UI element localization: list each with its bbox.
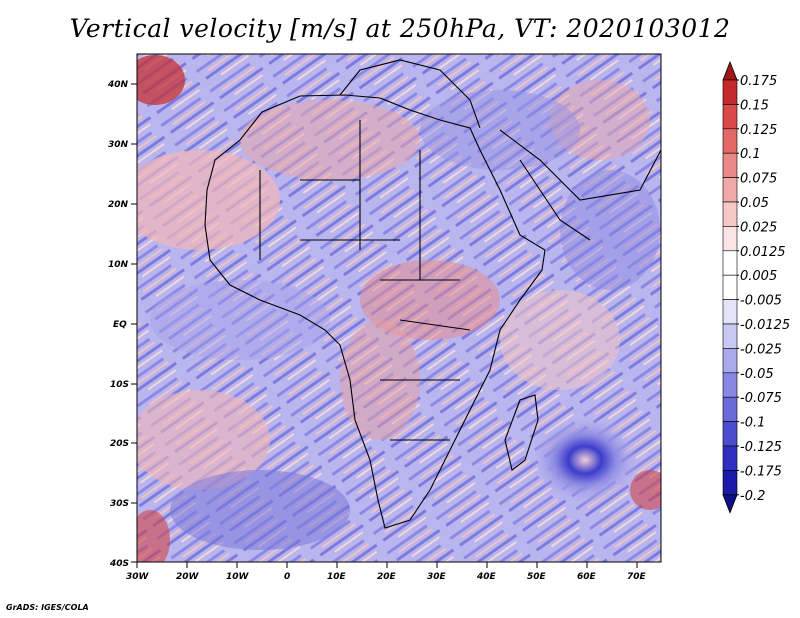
colorbar-label: 0.05 (740, 196, 769, 211)
lon-label: 20E (377, 572, 397, 582)
madagascar-coast (504, 394, 539, 471)
colorbar-label: 0.025 (740, 220, 777, 235)
lon-label: 10W (226, 572, 250, 582)
colorbar-swatch (722, 470, 738, 496)
colorbar-label: 0.125 (740, 123, 777, 138)
country-borders (259, 120, 471, 441)
colorbar-swatch (722, 396, 738, 422)
lat-label: 40S (109, 559, 129, 569)
colorbar-swatch (722, 299, 738, 325)
colorbar-swatch (722, 201, 738, 227)
field-patch (170, 470, 350, 550)
colorbar-label: -0.2 (740, 489, 765, 504)
field-patch (500, 290, 620, 390)
colorbar-swatch (722, 250, 738, 276)
lon-label: 20W (176, 572, 200, 582)
colorbar-arrow-top (722, 60, 738, 81)
colorbar: 0.175 0.15 0.125 0.1 0.075 0.05 0.025 0.0125 0.0… (722, 60, 790, 514)
africa-coast (204, 94, 546, 529)
lat-label: 30S (110, 499, 129, 509)
lat-label: EQ (113, 320, 127, 330)
field-patch (560, 170, 660, 290)
colorbar-label: -0.1 (740, 416, 765, 431)
field-patch (150, 280, 330, 360)
colorbar-swatch (722, 226, 738, 252)
red-sea-coast (519, 159, 591, 241)
colorbar-swatch (722, 421, 738, 447)
lon-label: 70E (627, 572, 647, 582)
field-patch (630, 470, 661, 510)
lat-label: 20N (108, 200, 129, 210)
lon-label: 40E (476, 572, 497, 582)
colorbar-swatch (722, 323, 738, 349)
field-patch (137, 150, 280, 250)
colorbar-swatch (722, 128, 738, 154)
colorbar-swatch (722, 372, 738, 398)
plot-title: Vertical velocity [m/s] at 250hPa, VT: 2… (69, 14, 731, 43)
colorbar-swatch (722, 274, 738, 300)
credit-text: GrADS: IGES/COLA (6, 603, 89, 612)
colorbar-label: -0.075 (740, 391, 782, 406)
field-patch (137, 390, 270, 490)
lon-label: 50E (527, 572, 547, 582)
lon-axis: 30W 20W 10W 0 10E 20E 30E 40E 50E 60E 70… (126, 562, 647, 582)
lat-label: 10N (108, 260, 129, 270)
lat-label: 10S (110, 380, 129, 390)
colorbar-swatch (722, 445, 738, 471)
lat-axis: 40N 30N 20N 10N EQ 10S 20S 30S 40S (107, 80, 137, 569)
colorbar-label: 0.0125 (740, 245, 786, 260)
lat-label: 30N (108, 140, 129, 150)
colorbar-swatch (722, 177, 738, 203)
velocity-field (137, 54, 661, 562)
colorbar-swatch (722, 104, 738, 130)
arabia-coast (499, 129, 661, 201)
colorbar-label: -0.05 (740, 367, 774, 382)
colorbar-label: 0.175 (740, 74, 777, 89)
colorbar-arrow-bottom (722, 494, 738, 514)
colorbar-label: -0.025 (740, 342, 782, 357)
lat-label: 40N (107, 80, 129, 90)
lat-label: 20S (110, 439, 129, 449)
colorbar-label: -0.005 (740, 294, 782, 309)
colorbar-swatch (722, 152, 738, 178)
colorbar-label: 0.1 (740, 147, 761, 162)
colorbar-label: -0.0125 (740, 318, 790, 333)
colorbar-label: -0.125 (740, 440, 782, 455)
field-patch (240, 100, 420, 180)
colorbar-label: -0.175 (740, 464, 782, 479)
lon-label: 10E (327, 572, 347, 582)
colorbar-swatch (722, 79, 738, 105)
coastlines (204, 59, 661, 529)
colorbar-swatch (722, 348, 738, 374)
field-patch (137, 510, 170, 562)
cyclone-vortex (530, 415, 640, 505)
mediterranean-coast (339, 59, 481, 129)
colorbar-label: 0.005 (740, 269, 777, 284)
field-patch (137, 55, 185, 105)
colorbar-label: 0.15 (740, 98, 769, 113)
map-frame (136, 53, 662, 563)
lon-label: 30W (126, 572, 150, 582)
lon-label: 30E (427, 572, 447, 582)
lon-label: 0 (284, 572, 290, 582)
lon-label: 60E (577, 572, 597, 582)
colorbar-label: 0.075 (740, 172, 777, 187)
